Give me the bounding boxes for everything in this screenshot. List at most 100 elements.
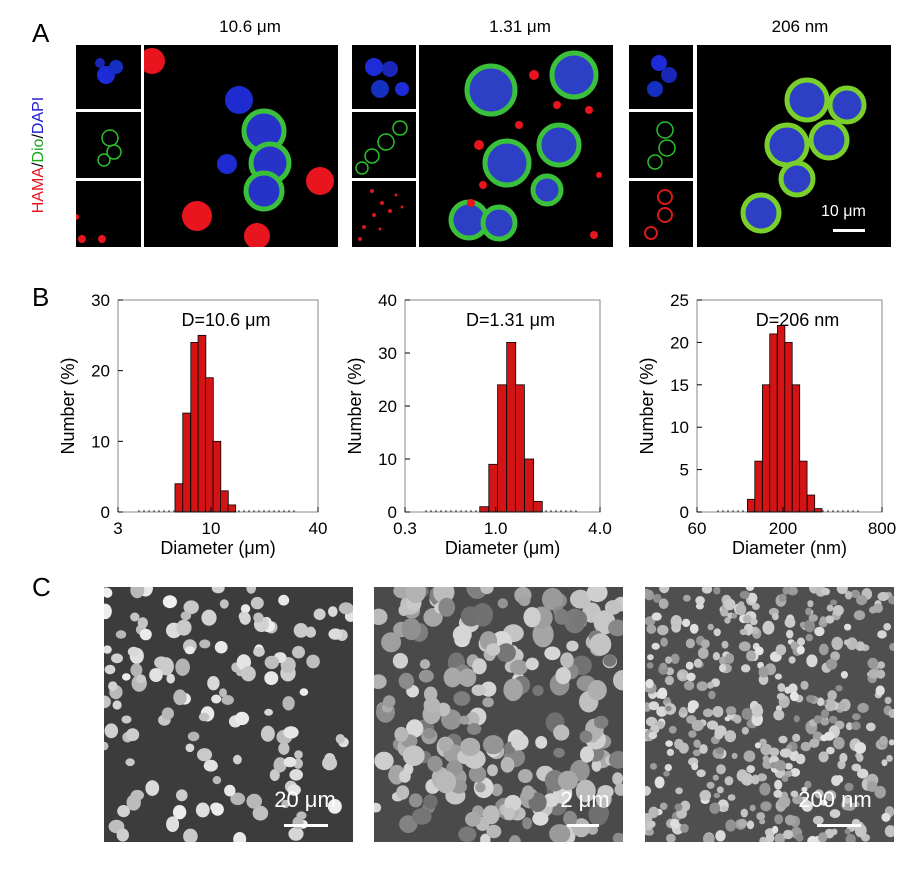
sem-particle [659,587,670,594]
sem-particle [844,623,851,630]
sem-particle [821,587,831,596]
sem-particle [412,808,432,825]
sem-particle [691,762,699,771]
sem-particle [210,802,222,813]
sem-particle [659,802,668,810]
sem-particle [580,746,594,763]
sem-particle [715,747,725,755]
sem-particle [253,646,265,657]
sem-particle [724,776,734,786]
sem-particle [843,639,851,646]
sem-particle [497,598,508,609]
sem-particle [857,702,869,713]
sem-particle [696,769,706,778]
sem-particle [776,693,786,700]
histogram-2: 0 10 20 30 40 0.3 1.0 4.0 D=1.31 μm Diameter (μm)… [345,291,612,558]
sem-particle [122,673,131,681]
sem-particle [260,725,275,742]
x-tick-label: 1.0 [484,519,508,538]
sem-particle [532,621,554,648]
histogram-bar [777,325,786,513]
sem-particle [185,743,195,753]
sem-particle [759,782,771,796]
sem-particle [589,633,612,656]
sem-image-3: 200 nm [645,587,894,842]
sem-particle [269,769,280,781]
sem-particle [774,760,787,771]
sem-particle [651,612,662,621]
sem-particle [544,646,561,661]
sem-particle [774,673,782,680]
sem-particle [660,637,668,647]
sem-particle [668,725,677,734]
sem-particle [874,785,886,799]
sem-particle [666,833,676,842]
sem-particle [723,598,736,611]
sem-particle [458,668,477,687]
sem-particle [503,678,523,702]
dio-channel-image-1 [76,112,141,178]
histogram-1: 0 10 20 30 3 10 40 D=10.6 μm Diameter (μm) Number… [58,291,327,558]
sem-particle [818,751,829,763]
sem-particle [292,816,304,830]
histogram-bar [784,342,793,513]
sem-particle [789,691,799,702]
sem-particle [855,641,865,652]
sem-particle [856,594,868,606]
sem-particle [183,828,198,842]
dapi-channel-image-3 [629,45,693,109]
sem-image-2: 2 μm [374,587,623,842]
sem-particle [820,799,828,806]
sem-particle [698,647,709,659]
sem-particle [195,802,210,818]
sem-particle [792,795,803,805]
sem-particle [781,775,789,782]
sem-particle [126,728,140,742]
sem-particle [745,587,755,591]
sem-scalebar-label-1: 20 μm [274,787,336,812]
sem-particle [759,819,766,825]
x-tick-label: 800 [868,519,896,538]
sem-particle [458,826,477,842]
sem-particle [857,768,869,779]
sem-particle [851,721,861,731]
x-tick-label: 200 [769,519,797,538]
y-tick-label: 30 [378,344,397,363]
sem-particle [685,661,694,670]
sem-particle [613,670,623,691]
sem-particle [818,643,829,656]
sem-particle [517,769,533,783]
histogram-bar [791,384,801,513]
sem-particle [523,607,541,628]
sem-particle [396,785,410,800]
sem-particle [680,823,689,833]
sem-particle [691,720,704,732]
sem-particle [771,825,779,834]
sem-particle [264,671,279,685]
sem-particle [645,786,652,796]
sem-particle [746,820,755,830]
sem-particle [392,653,408,669]
panel-a-scalebar [833,229,865,232]
sem-particle [797,637,805,646]
sem-particle [683,594,691,602]
sem-particle [203,759,218,772]
sem-particle [557,770,579,791]
sem-particle [740,808,748,818]
sem-particle [832,605,844,616]
histogram-bar [814,508,823,513]
sem-particle [487,764,498,777]
sem-particle [145,780,160,796]
sem-particle [762,620,775,635]
sem-particle [549,824,571,842]
sem-particle [739,590,750,599]
sem-particle [480,587,494,595]
sem-particle [837,702,846,711]
sem-particle [721,805,729,812]
sem-particle [130,663,143,677]
sem-particle [850,589,861,598]
sem-particle [490,783,503,797]
panel-c-letter: C [32,572,51,602]
y-tick-label: 25 [670,291,689,310]
sem-particle [773,789,783,798]
